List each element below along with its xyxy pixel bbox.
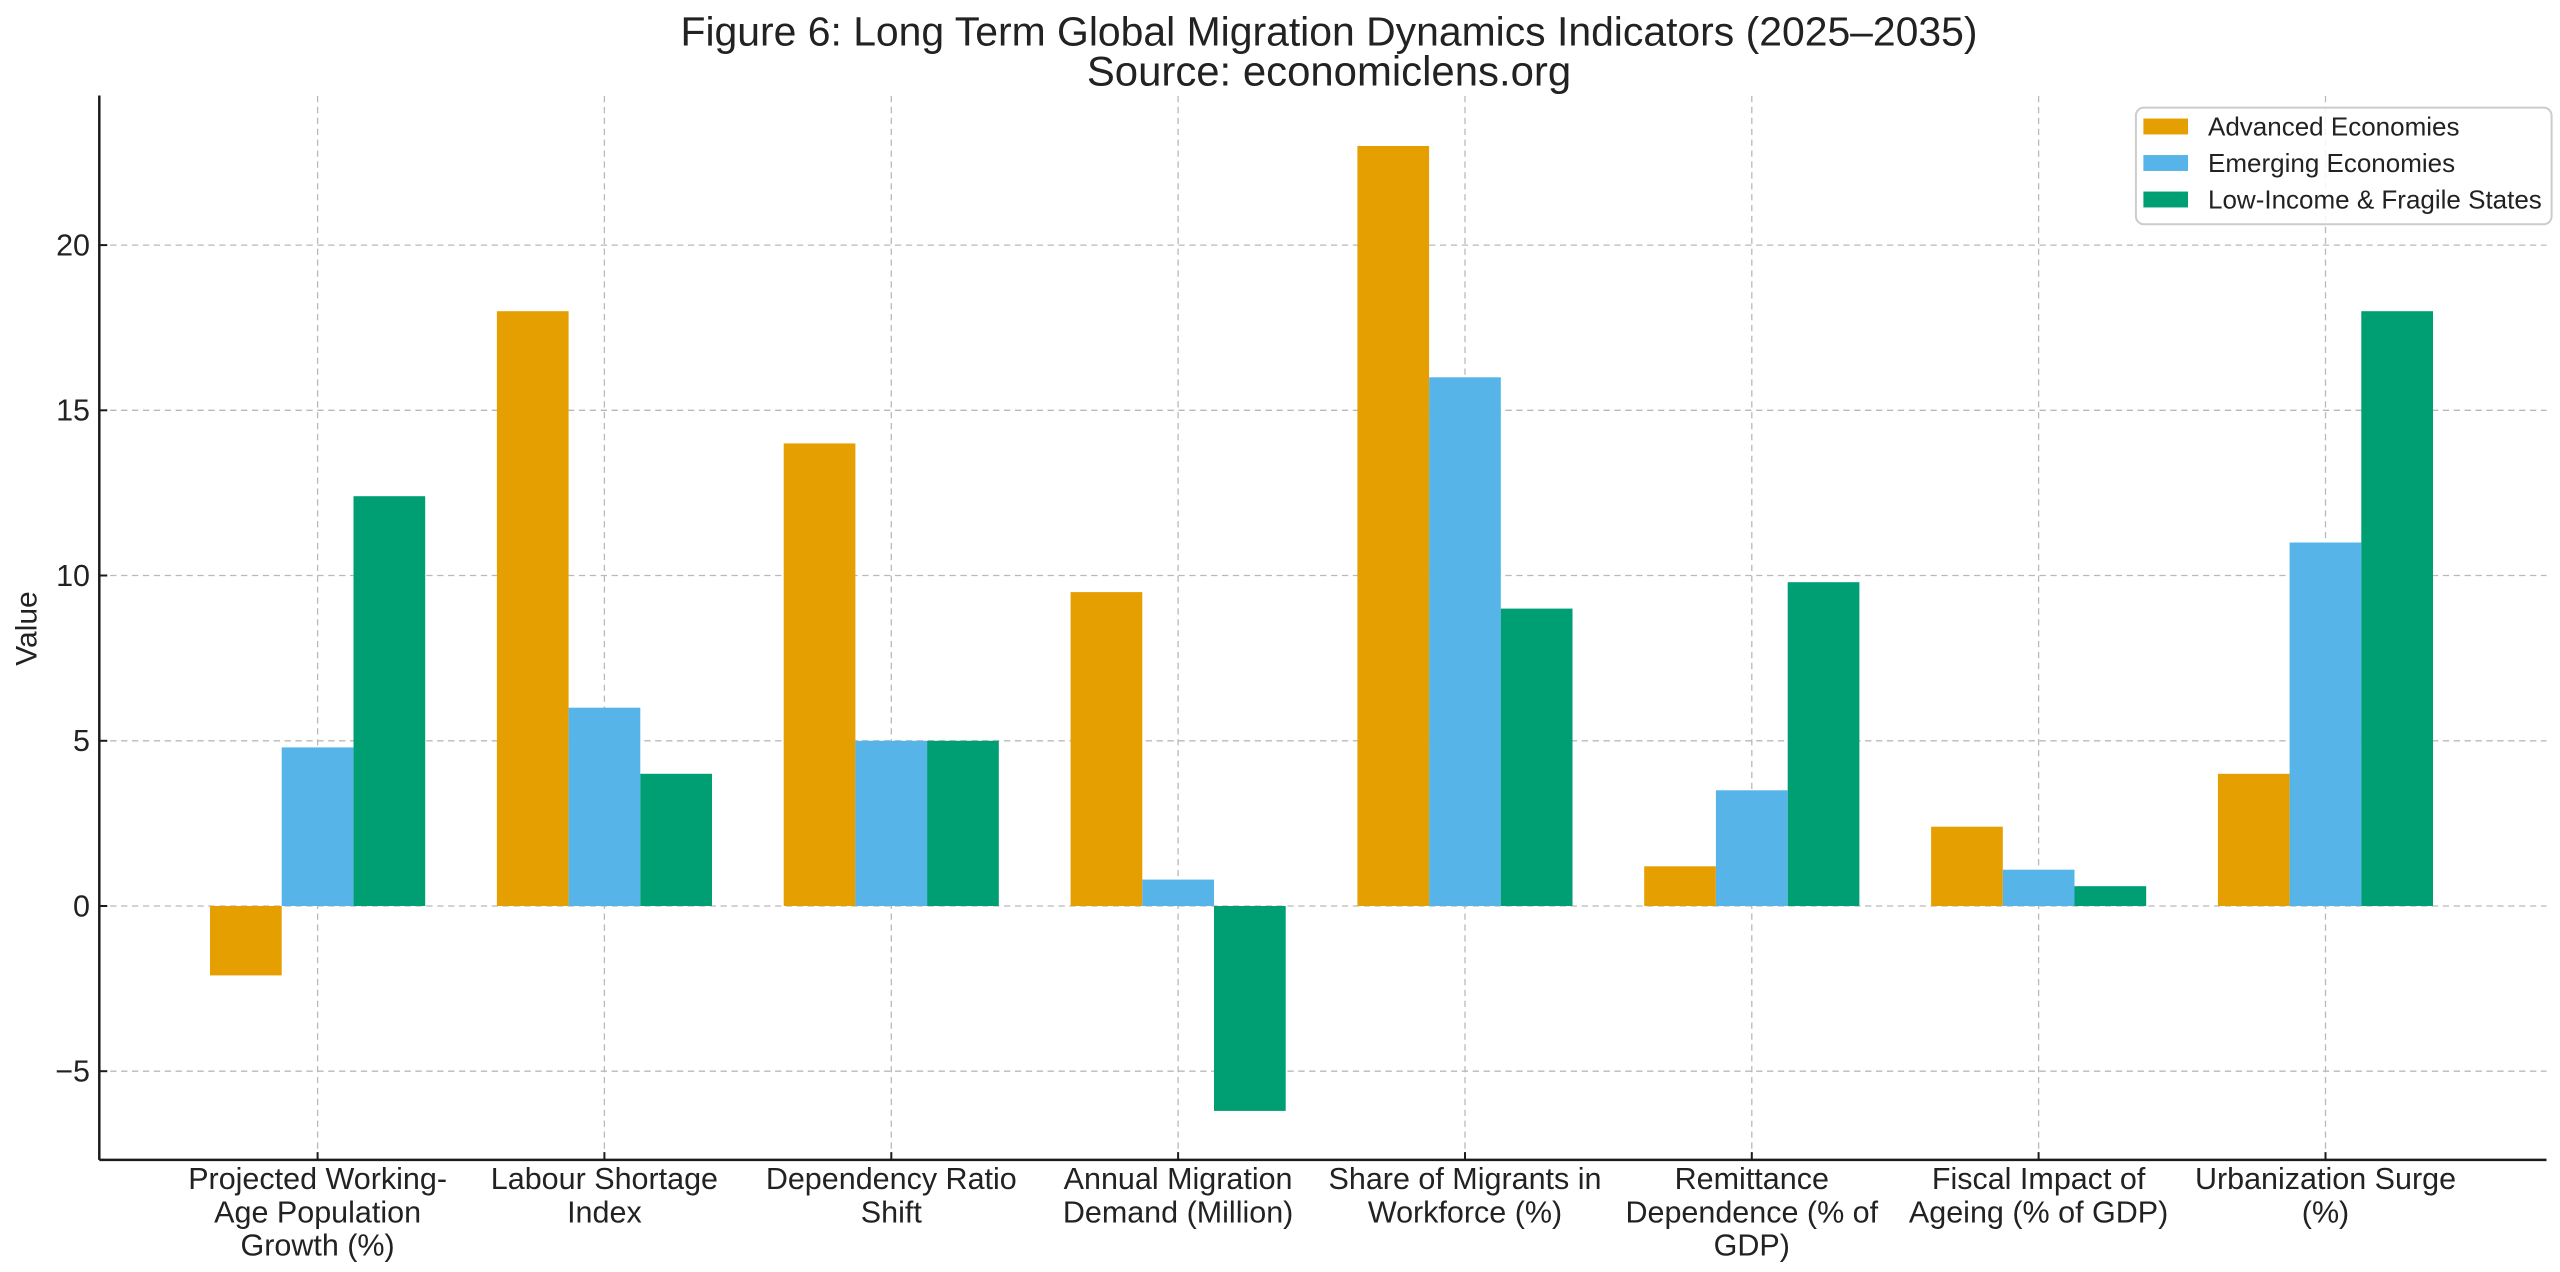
svg-text:Index: Index — [567, 1195, 642, 1229]
svg-text:GDP): GDP) — [1714, 1229, 1790, 1263]
svg-text:10: 10 — [56, 559, 90, 593]
svg-text:Remittance: Remittance — [1675, 1162, 1829, 1196]
svg-text:Demand (Million): Demand (Million) — [1063, 1195, 1294, 1229]
svg-text:Growth (%): Growth (%) — [240, 1229, 394, 1263]
svg-text:Annual Migration: Annual Migration — [1064, 1162, 1293, 1196]
svg-text:Figure 6: Long Term Global Mig: Figure 6: Long Term Global Migration Dyn… — [680, 9, 1977, 55]
svg-text:Workforce (%): Workforce (%) — [1368, 1195, 1562, 1229]
svg-text:Age Population: Age Population — [214, 1195, 421, 1229]
svg-text:Share of Migrants in: Share of Migrants in — [1329, 1162, 1602, 1196]
svg-text:Value: Value — [11, 591, 44, 666]
svg-text:Fiscal Impact of: Fiscal Impact of — [1932, 1162, 2146, 1196]
svg-text:20: 20 — [56, 228, 90, 262]
svg-text:0: 0 — [73, 889, 90, 923]
svg-text:Emerging Economies: Emerging Economies — [2208, 148, 2455, 178]
svg-text:Projected Working-: Projected Working- — [188, 1162, 447, 1196]
svg-text:15: 15 — [56, 394, 90, 428]
svg-text:Ageing (% of GDP): Ageing (% of GDP) — [1909, 1195, 2168, 1229]
svg-text:Source: economiclens.org: Source: economiclens.org — [1087, 47, 1571, 94]
svg-text:Dependency Ratio: Dependency Ratio — [766, 1162, 1017, 1196]
svg-text:Shift: Shift — [861, 1195, 923, 1229]
svg-text:Advanced Economies: Advanced Economies — [2208, 111, 2459, 141]
svg-text:−5: −5 — [55, 1055, 90, 1089]
svg-text:(%): (%) — [2302, 1195, 2349, 1229]
svg-text:Low-Income & Fragile States: Low-Income & Fragile States — [2208, 184, 2542, 214]
svg-text:Dependence (% of: Dependence (% of — [1625, 1195, 1878, 1229]
svg-text:5: 5 — [73, 724, 90, 758]
svg-text:Urbanization Surge: Urbanization Surge — [2195, 1162, 2456, 1196]
svg-text:Labour Shortage: Labour Shortage — [491, 1162, 718, 1196]
